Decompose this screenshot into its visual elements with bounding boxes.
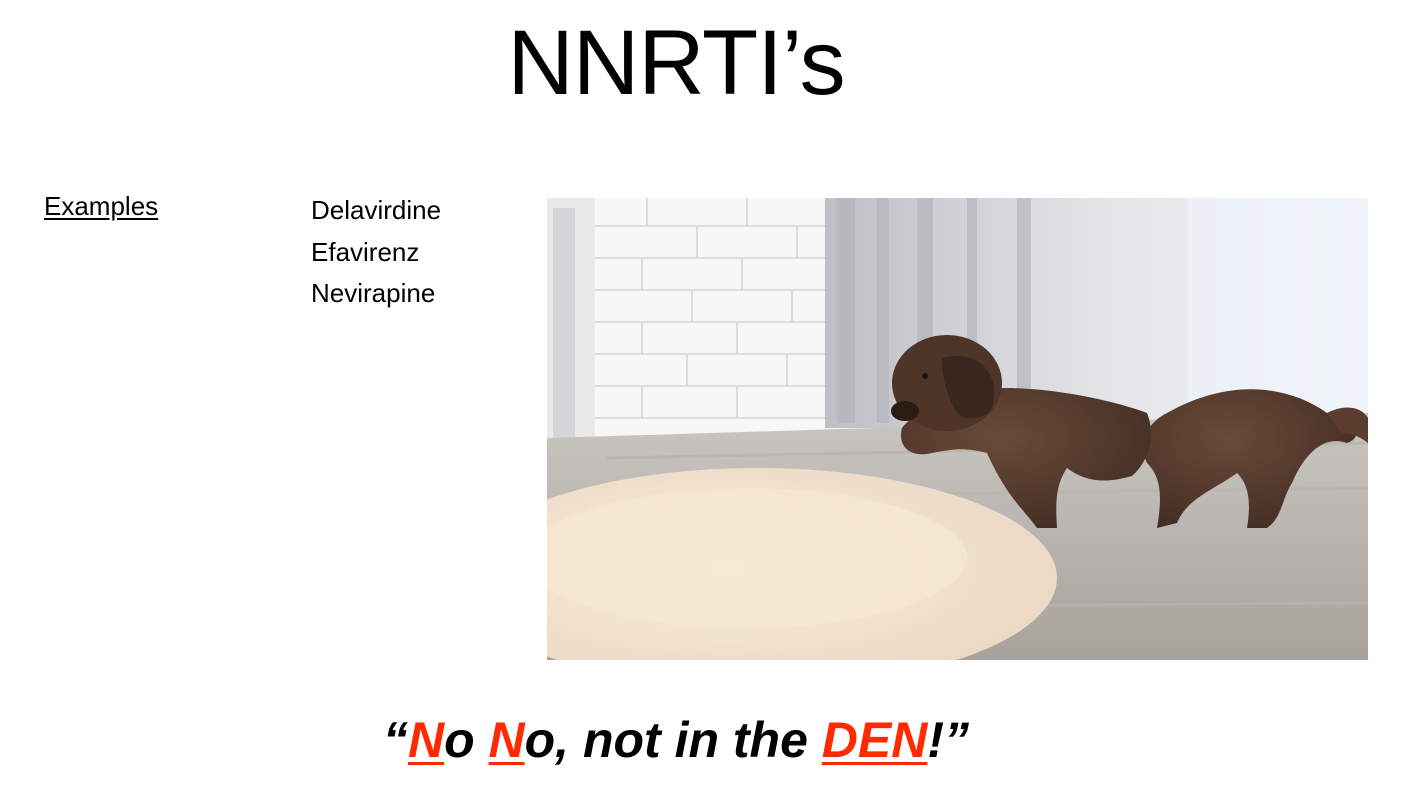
slide-title: NNRTI’s bbox=[507, 12, 845, 114]
mnemonic-highlight-den: DEN bbox=[821, 712, 928, 768]
drug-list-item: Nevirapine bbox=[311, 278, 436, 308]
mnemonic-open-quote: “ bbox=[382, 712, 408, 768]
mnemonic-close: !” bbox=[927, 712, 970, 768]
mnemonic-highlight-n2: N bbox=[488, 712, 525, 768]
drug-list: Delavirdine Efavirenz Nevirapine bbox=[311, 190, 441, 315]
puppy-photo bbox=[547, 198, 1368, 660]
examples-heading: Examples bbox=[44, 191, 159, 221]
mnemonic-highlight-n1: N bbox=[407, 712, 445, 768]
drug-list-item: Delavirdine bbox=[311, 195, 442, 225]
drug-list-item: Efavirenz bbox=[311, 236, 420, 267]
mnemonic-text: “No No, not in the DEN!” bbox=[0, 708, 1352, 772]
mnemonic-text-o1: o bbox=[444, 712, 489, 768]
mnemonic-text-rest: o, not in the bbox=[524, 712, 822, 768]
